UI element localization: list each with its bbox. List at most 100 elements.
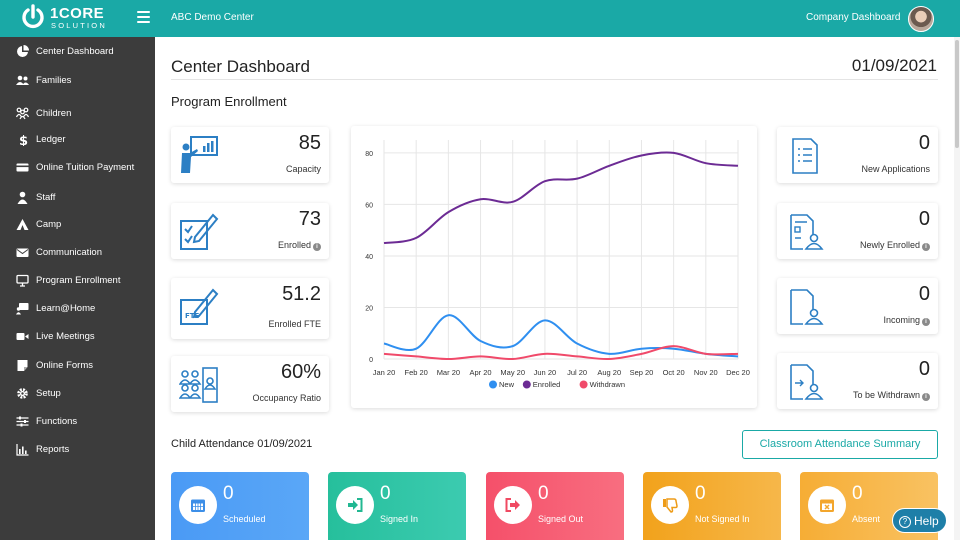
help-button[interactable]: ? Help bbox=[892, 508, 947, 533]
sidebar-item-communication[interactable]: Communication bbox=[0, 242, 155, 264]
sidebar-item-label: Reports bbox=[36, 444, 70, 455]
signed-out-icon-circle bbox=[494, 486, 532, 524]
sidebar-item-online-forms[interactable]: Online Forms bbox=[0, 355, 155, 377]
calendar-x-icon bbox=[820, 499, 834, 512]
info-icon[interactable]: i bbox=[922, 243, 930, 251]
scrollbar-thumb[interactable] bbox=[955, 40, 959, 148]
x-tick-label: Aug 20 bbox=[597, 368, 621, 377]
sidebar-item-live-meetings[interactable]: Live Meetings bbox=[0, 326, 155, 348]
legend-marker bbox=[489, 380, 497, 389]
signed-in-icon-circle bbox=[336, 486, 374, 524]
scheduled-card[interactable]: 0 Scheduled bbox=[171, 472, 309, 540]
new-applications-value: 0 bbox=[918, 132, 930, 154]
sidebar: Center Dashboard Families Children $ Led… bbox=[0, 37, 155, 540]
sidebar-item-ledger[interactable]: $ Ledger bbox=[0, 129, 155, 151]
sliders-icon bbox=[16, 416, 29, 427]
newly-enrolled-label: Newly Enrolled i bbox=[860, 240, 930, 251]
to-be-withdrawn-label: To be Withdrawn i bbox=[853, 390, 930, 401]
fte-edit-icon: FTE bbox=[180, 288, 219, 325]
svg-text:$: $ bbox=[19, 134, 28, 146]
info-icon[interactable]: i bbox=[313, 243, 321, 251]
enrollment-chart-card: 0 20 40 60 80 Jan 20 Feb 20 Mar 20 Apr 20 May 20 J… bbox=[351, 126, 757, 408]
learn-icon bbox=[16, 303, 29, 315]
x-tick-label: Dec 20 bbox=[726, 368, 750, 377]
sidebar-item-center-dashboard[interactable]: Center Dashboard bbox=[0, 41, 155, 63]
sidebar-item-label: Online Tuition Payment bbox=[36, 162, 135, 173]
enrollment-line-chart: 0 20 40 60 80 Jan 20 Feb 20 Mar 20 Apr 20 May 20 J… bbox=[365, 140, 750, 389]
x-tick-label: Nov 20 bbox=[694, 368, 718, 377]
new-applications-label: New Applications bbox=[861, 164, 930, 174]
camp-icon bbox=[16, 219, 29, 230]
signed-out-card[interactable]: 0 Signed Out bbox=[486, 472, 624, 540]
enrolled-card: 73 Enrolled i bbox=[171, 203, 329, 259]
not-signed-in-card[interactable]: 0 Not Signed In bbox=[643, 472, 781, 540]
staff-icon bbox=[17, 191, 28, 204]
x-tick-label: Oct 20 bbox=[663, 368, 685, 377]
pie-chart-icon bbox=[17, 45, 29, 57]
series-line-enrolled bbox=[383, 151, 739, 245]
legend-label: Withdrawn bbox=[590, 380, 625, 389]
absent-value: 0 bbox=[852, 483, 863, 504]
people-group-icon bbox=[179, 367, 218, 403]
signed-in-label: Signed In bbox=[380, 514, 419, 524]
help-label: Help bbox=[914, 514, 939, 528]
x-tick-label: Jun 20 bbox=[534, 368, 557, 377]
svg-text:FTE: FTE bbox=[185, 312, 200, 320]
sidebar-item-label: Ledger bbox=[36, 134, 66, 145]
enrolled-value: 73 bbox=[298, 208, 321, 230]
capacity-label: Capacity bbox=[285, 164, 321, 174]
user-avatar[interactable] bbox=[908, 6, 934, 32]
sidebar-item-children[interactable]: Children bbox=[0, 103, 155, 125]
children-icon bbox=[16, 107, 29, 120]
document-exit-icon bbox=[790, 364, 824, 400]
sidebar-item-label: Program Enrollment bbox=[36, 275, 121, 286]
sidebar-item-online-tuition-payment[interactable]: Online Tuition Payment bbox=[0, 157, 155, 179]
to-be-withdrawn-card: 0 To be Withdrawn i bbox=[777, 353, 938, 409]
sidebar-item-program-enrollment[interactable]: Program Enrollment bbox=[0, 270, 155, 292]
sidebar-item-staff[interactable]: Staff bbox=[0, 187, 155, 209]
envelope-icon bbox=[16, 248, 29, 257]
users-icon bbox=[16, 75, 29, 85]
info-icon[interactable]: i bbox=[922, 393, 930, 401]
newly-enrolled-value: 0 bbox=[918, 208, 930, 230]
occupancy-ratio-value: 60% bbox=[280, 361, 321, 383]
x-tick-label: Mar 20 bbox=[437, 368, 460, 377]
absent-icon-circle bbox=[808, 486, 846, 524]
not-signed-in-icon-circle bbox=[651, 486, 689, 524]
y-tick-label: 20 bbox=[365, 305, 373, 312]
occupancy-ratio-card: 60% Occupancy Ratio bbox=[171, 356, 329, 412]
sidebar-item-setup[interactable]: Setup bbox=[0, 383, 155, 405]
sidebar-item-label: Setup bbox=[36, 388, 61, 399]
title-divider bbox=[171, 79, 938, 80]
dollar-icon: $ bbox=[19, 134, 28, 146]
attendance-title: Child Attendance 01/09/2021 bbox=[171, 438, 313, 450]
company-dashboard-link[interactable]: Company Dashboard bbox=[806, 12, 901, 23]
sidebar-item-functions[interactable]: Functions bbox=[0, 411, 155, 433]
legend-label: Enrolled bbox=[533, 380, 561, 389]
signed-in-card[interactable]: 0 Signed In bbox=[328, 472, 466, 540]
sidebar-item-learn-at-home[interactable]: Learn@Home bbox=[0, 298, 155, 320]
bar-chart-icon bbox=[16, 444, 29, 456]
signed-in-value: 0 bbox=[380, 483, 391, 504]
x-tick-label: Sep 20 bbox=[630, 368, 654, 377]
newly-enrolled-card: 0 Newly Enrolled i bbox=[777, 203, 938, 259]
x-tick-label: May 20 bbox=[500, 368, 525, 377]
info-icon[interactable]: i bbox=[922, 318, 930, 326]
sidebar-item-families[interactable]: Families bbox=[0, 70, 155, 92]
sidebar-item-reports[interactable]: Reports bbox=[0, 439, 155, 461]
page-title: Center Dashboard bbox=[171, 57, 310, 76]
series-line-new bbox=[383, 314, 739, 358]
calendar-icon bbox=[191, 499, 205, 512]
center-name: ABC Demo Center bbox=[171, 12, 254, 23]
sidebar-item-label: Staff bbox=[36, 192, 56, 203]
x-tick-label: Apr 20 bbox=[469, 368, 491, 377]
power-logo-icon bbox=[22, 4, 44, 29]
credit-card-icon bbox=[16, 163, 29, 172]
menu-toggle-icon[interactable] bbox=[137, 11, 150, 23]
sidebar-item-camp[interactable]: Camp bbox=[0, 214, 155, 236]
absent-label: Absent bbox=[852, 514, 881, 524]
classroom-attendance-summary-button[interactable]: Classroom Attendance Summary bbox=[742, 430, 938, 459]
scrollbar-track[interactable] bbox=[954, 37, 960, 540]
sidebar-item-label: Learn@Home bbox=[36, 303, 96, 314]
logo[interactable]: 1CORE SOLUTION bbox=[20, 4, 135, 33]
